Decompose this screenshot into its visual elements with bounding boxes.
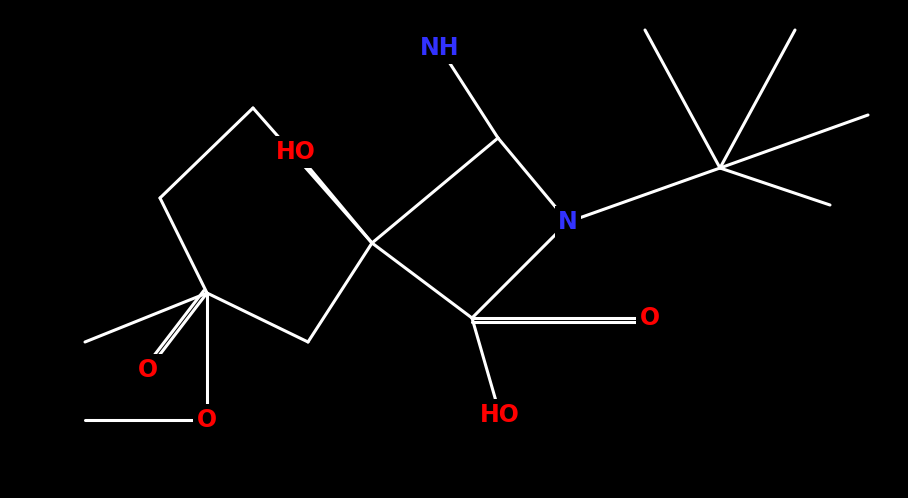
Text: N: N (558, 210, 577, 234)
Text: O: O (197, 408, 217, 432)
Text: HO: HO (276, 140, 316, 164)
Text: HO: HO (480, 403, 520, 427)
Text: O: O (640, 306, 660, 330)
Text: O: O (138, 358, 158, 382)
Text: NH: NH (420, 36, 459, 60)
